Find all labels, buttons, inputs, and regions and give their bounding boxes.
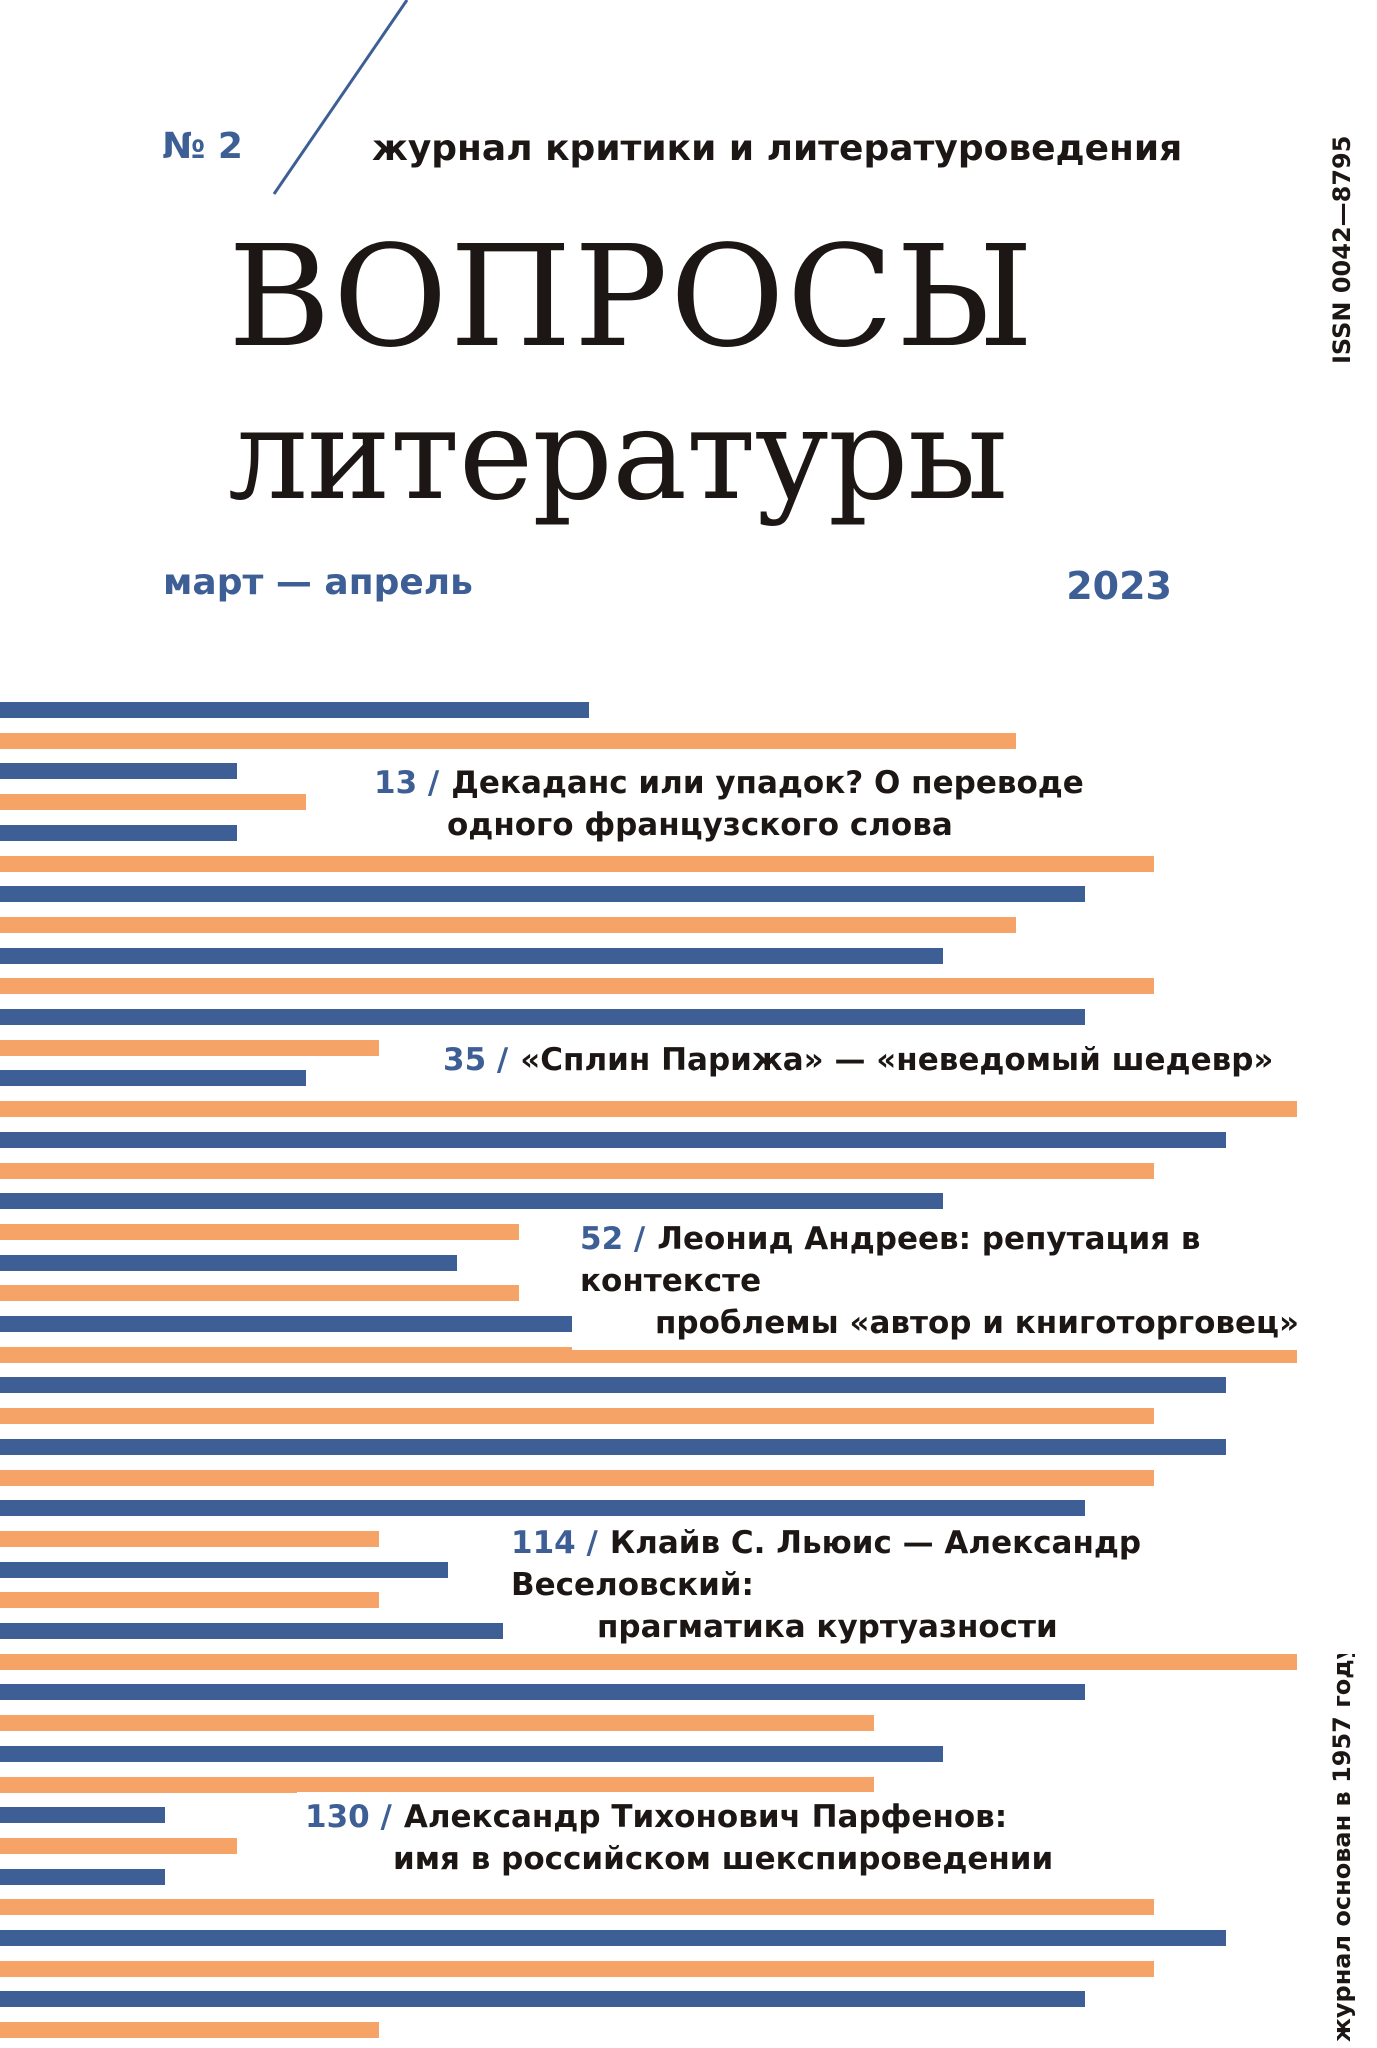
article-title-line-1: Декаданс или упадок? О переводе <box>451 765 1084 801</box>
stripe-blue <box>0 1684 1085 1700</box>
stripe-blue <box>0 948 943 964</box>
stripe-orange <box>0 1961 1154 1977</box>
stripe-blue <box>0 1562 448 1578</box>
stripe-blue <box>0 1991 1085 2007</box>
stripe-blue <box>0 1500 1085 1516</box>
stripe-orange <box>0 1654 1297 1670</box>
journal-subtitle: журнал критики и литературоведения <box>372 128 1183 169</box>
issue-months: март — апрель <box>163 562 473 603</box>
article-page: 13 / <box>374 765 440 801</box>
stripe-orange <box>0 917 1016 933</box>
article-title-line-1: Леонид Андреев: репутация в контексте <box>580 1221 1201 1299</box>
stripe-orange <box>0 1531 379 1547</box>
article-page: 35 / <box>443 1042 509 1078</box>
article-entry: 52 /Леонид Андреев: репутация в контекст… <box>572 1214 1377 1350</box>
stripe-orange <box>0 1101 1297 1117</box>
article-entry: 130 / Александр Тихонович Парфенов: имя в… <box>297 1792 1062 1886</box>
stripe-blue <box>0 886 1085 902</box>
stripe-blue <box>0 1255 457 1271</box>
article-title-line-2: проблемы «автор и книготорговец» <box>655 1305 1300 1341</box>
founded-label: журнал основан в 1957 году <box>1328 1643 1356 2042</box>
stripe-orange <box>0 1899 1154 1915</box>
stripe-blue <box>0 763 237 779</box>
stripe-blue <box>0 1377 1226 1393</box>
issue-number: № 2 <box>162 126 243 167</box>
stripe-orange <box>0 978 1154 994</box>
stripe-orange <box>0 2022 379 2038</box>
stripe-blue <box>0 1193 943 1209</box>
stripe-orange <box>0 1347 1297 1363</box>
stripe-orange <box>0 1285 519 1301</box>
article-title-line-2: прагматика куртуазности <box>597 1609 1058 1645</box>
stripe-orange <box>0 1715 874 1731</box>
stripe-blue <box>0 1070 306 1086</box>
stripe-orange <box>0 1040 379 1056</box>
article-page: 114 / <box>511 1525 598 1561</box>
stripe-orange <box>0 794 306 810</box>
stripe-blue <box>0 702 589 718</box>
stripe-blue <box>0 1009 1085 1025</box>
article-title-line-1: Александр Тихонович Парфенов: <box>403 1799 1008 1835</box>
stripe-blue <box>0 1807 165 1823</box>
article-title-line-1: «Сплин Парижа» — «неведомый шедевр» <box>520 1042 1274 1078</box>
stripe-blue <box>0 825 237 841</box>
article-title-line-2: имя в российском шекспироведении <box>393 1841 1054 1877</box>
stripe-blue <box>0 1930 1226 1946</box>
article-page: 52 / <box>580 1221 646 1257</box>
stripe-orange <box>0 733 1016 749</box>
stripe-orange <box>0 1777 874 1793</box>
stripe-orange <box>0 1592 379 1608</box>
stripe-orange <box>0 1408 1154 1424</box>
article-entry: 35 / «Сплин Парижа» — «неведомый шедевр» <box>435 1035 1282 1087</box>
title-line-2: литературы <box>228 381 1008 528</box>
stripe-blue <box>0 1869 165 1885</box>
stripe-orange <box>0 856 1154 872</box>
stripe-orange <box>0 1224 519 1240</box>
article-title-line-1: Клайв С. Льюис — Александр Веселовский: <box>511 1525 1142 1603</box>
article-page: 130 / <box>305 1799 392 1835</box>
stripe-orange <box>0 1838 237 1854</box>
article-entry: 114 /Клайв С. Льюис — Александр Веселовс… <box>503 1518 1377 1654</box>
stripe-orange <box>0 1163 1154 1179</box>
title-line-1: ВОПРОСЫ <box>228 216 1036 379</box>
stripe-blue <box>0 1746 943 1762</box>
stripe-blue <box>0 1439 1226 1455</box>
stripe-orange <box>0 1470 1154 1486</box>
article-title-line-2: одного французского слова <box>447 807 953 843</box>
issn-label: ISSN 0042—8795 <box>1328 135 1356 364</box>
article-entry: 13 / Декаданс или упадок? О переводе одно… <box>366 758 1092 852</box>
issue-year: 2023 <box>1066 564 1172 608</box>
stripe-blue <box>0 1132 1226 1148</box>
diagonal-line <box>272 0 409 195</box>
